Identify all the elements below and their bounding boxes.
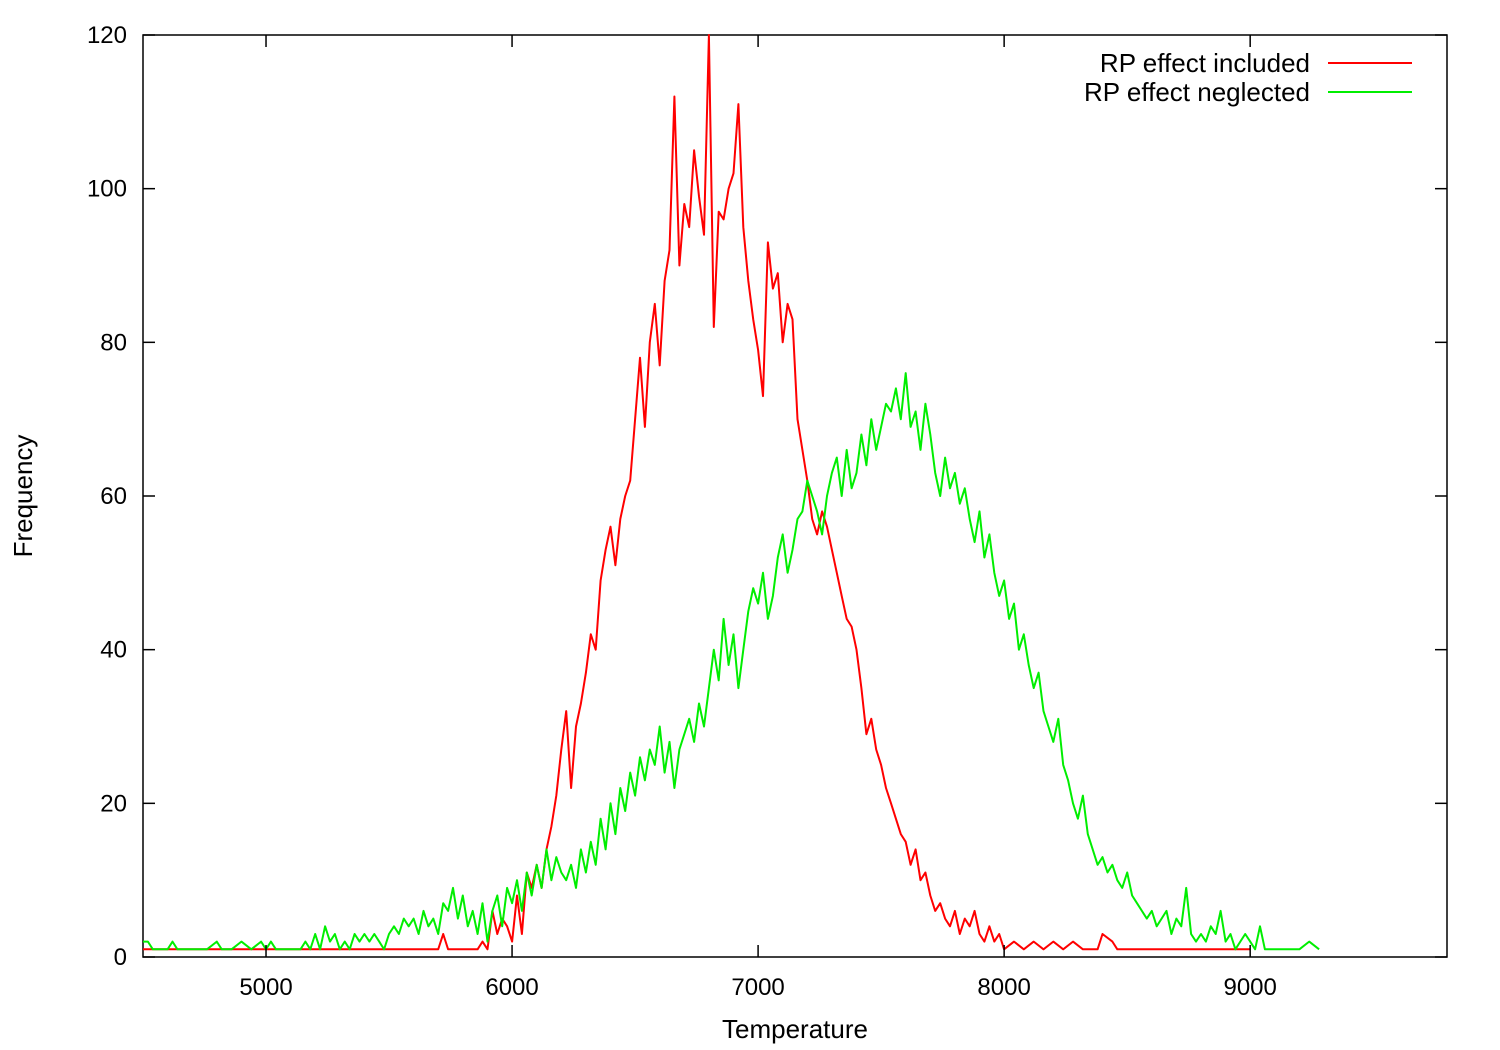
- x-tick-label: 5000: [239, 974, 292, 1001]
- series-layer: [143, 34, 1320, 951]
- y-tick-label: 40: [100, 637, 127, 664]
- series-line-2: [143, 372, 1320, 951]
- x-tick-label: 9000: [1223, 974, 1276, 1001]
- legend-label-1: RP effect included: [1100, 48, 1310, 78]
- y-tick-label: 20: [100, 790, 127, 817]
- y-tick-label: 120: [87, 22, 127, 49]
- plot-area: 5000 6000 7000 8000 9000 0 20 40 60 80 100 120: [87, 22, 1448, 1001]
- x-tick-label: 8000: [977, 974, 1030, 1001]
- series-line-1: [143, 34, 1251, 951]
- x-tick-label: 7000: [731, 974, 784, 1001]
- y-tick-label: 80: [100, 329, 127, 356]
- y-tick-label: 0: [114, 944, 127, 971]
- y-tick-label: 100: [87, 176, 127, 203]
- ticks-layer: 5000 6000 7000 8000 9000 0 20 40 60 80 100 120: [87, 22, 1447, 1001]
- y-tick-label: 60: [100, 483, 127, 510]
- plot-frame: [142, 34, 1448, 958]
- legend-label-2: RP effect neglected: [1084, 77, 1310, 107]
- x-tick-label: 6000: [485, 974, 538, 1001]
- x-axis-label: Temperature: [722, 1014, 868, 1044]
- y-axis-label: Frequency: [8, 435, 38, 558]
